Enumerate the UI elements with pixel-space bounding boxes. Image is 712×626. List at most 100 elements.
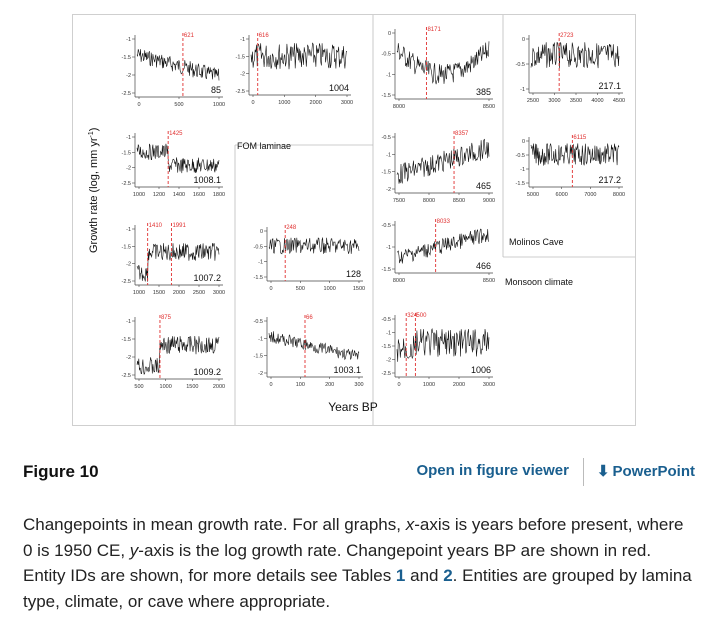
x-tick-label: 3000 bbox=[341, 100, 353, 106]
x-tick-label: 3000 bbox=[483, 382, 495, 388]
y-tick-label: 0 bbox=[522, 37, 525, 43]
entity-id-label: 465 bbox=[476, 181, 491, 191]
y-tick-label: -2.5 bbox=[122, 91, 131, 97]
figure-number: Figure 10 bbox=[23, 462, 99, 481]
y-tick-label: 0 bbox=[260, 229, 263, 235]
x-tick-label: 0 bbox=[269, 286, 272, 292]
x-tick-label: 5000 bbox=[527, 192, 539, 198]
x-tick-label: 1000 bbox=[133, 192, 145, 198]
changepoint-label: 875 bbox=[161, 315, 172, 321]
y-tick-label: -1 bbox=[258, 260, 263, 266]
x-tick-label: 2000 bbox=[453, 382, 465, 388]
x-tick-label: 0 bbox=[397, 382, 400, 388]
changepoint-label: 621 bbox=[184, 33, 195, 39]
y-tick-label: -1 bbox=[520, 87, 525, 93]
y-tick-label: -1 bbox=[386, 72, 391, 78]
x-tick-label: 1000 bbox=[160, 384, 172, 390]
y-tick-label: -1 bbox=[126, 37, 131, 43]
y-tick-label: 0 bbox=[522, 139, 525, 145]
growth-series-line bbox=[136, 49, 220, 81]
changepoint-label: 2723 bbox=[560, 33, 574, 39]
y-tick-label: -1.5 bbox=[122, 55, 131, 61]
x-tick-label: 1200 bbox=[153, 192, 165, 198]
y-tick-label: -0.5 bbox=[516, 62, 525, 68]
entity-id-label: 1004 bbox=[329, 83, 349, 93]
caption-part: and bbox=[405, 566, 444, 585]
y-tick-label: -2 bbox=[126, 355, 131, 361]
entity-id-label: 85 bbox=[211, 85, 221, 95]
changepoint-label: 1991 bbox=[172, 223, 186, 229]
growth-series-line bbox=[530, 143, 620, 166]
powerpoint-link[interactable]: ⬇ PowerPoint bbox=[597, 462, 695, 480]
changepoint-label: 324 bbox=[407, 313, 418, 319]
growth-series-line bbox=[136, 143, 220, 174]
growth-series-line bbox=[250, 42, 348, 70]
powerpoint-label: PowerPoint bbox=[612, 463, 695, 480]
entity-id-label: 1008.1 bbox=[193, 175, 221, 185]
growth-series-line bbox=[136, 243, 220, 282]
x-tick-label: 9000 bbox=[483, 198, 495, 204]
group-label-molinos: Molinos Cave bbox=[509, 237, 564, 247]
entity-id-label: 217.1 bbox=[598, 81, 621, 91]
x-tick-label: 2000 bbox=[310, 100, 322, 106]
x-tick-label: 1500 bbox=[153, 290, 165, 296]
changepoint-label: 8033 bbox=[437, 219, 451, 225]
table-2-link[interactable]: 2 bbox=[443, 566, 453, 585]
x-tick-label: 500 bbox=[296, 286, 305, 292]
x-tick-label: 8500 bbox=[483, 104, 495, 110]
growth-series-line bbox=[136, 335, 220, 375]
entity-id-label: 1006 bbox=[471, 365, 491, 375]
entity-id-label: 1003.1 bbox=[333, 365, 361, 375]
x-tick-label: 500 bbox=[134, 384, 143, 390]
x-tick-label: 2500 bbox=[193, 290, 205, 296]
y-tick-label: -1 bbox=[126, 227, 131, 233]
y-tick-label: -0.5 bbox=[382, 317, 391, 323]
growth-series-line bbox=[396, 138, 490, 184]
entity-id-label: 466 bbox=[476, 261, 491, 271]
y-tick-label: -1.5 bbox=[122, 150, 131, 156]
x-tick-label: 1000 bbox=[324, 286, 336, 292]
y-tick-label: -1 bbox=[258, 336, 263, 342]
open-figure-viewer-link[interactable]: Open in figure viewer bbox=[416, 462, 569, 479]
caption-part: -axis is years before present, where 0 i… bbox=[23, 515, 684, 560]
x-tick-label: 2500 bbox=[527, 98, 539, 104]
x-tick-label: 1400 bbox=[173, 192, 185, 198]
y-tick-label: -1.5 bbox=[382, 344, 391, 350]
changepoint-label: 8357 bbox=[455, 131, 469, 137]
figure-x-axis-label: Years BP bbox=[328, 400, 378, 414]
x-tick-label: 1600 bbox=[193, 192, 205, 198]
y-tick-label: -1 bbox=[386, 245, 391, 251]
changepoint-label: 8171 bbox=[427, 27, 441, 33]
x-tick-label: 0 bbox=[269, 382, 272, 388]
y-tick-label: -1.5 bbox=[236, 54, 245, 60]
x-tick-label: 3000 bbox=[548, 98, 560, 104]
y-tick-label: -1 bbox=[240, 37, 245, 43]
y-tick-label: -1 bbox=[126, 135, 131, 141]
x-tick-label: 3500 bbox=[570, 98, 582, 104]
figure-y-axis-label: Growth rate (log, mm yr-1) bbox=[88, 128, 100, 253]
group-label-fom: FOM laminae bbox=[237, 141, 291, 151]
y-tick-label: -2.5 bbox=[236, 89, 245, 95]
x-tick-label: 8000 bbox=[393, 104, 405, 110]
x-tick-label: 8500 bbox=[453, 198, 465, 204]
growth-series-line bbox=[396, 328, 490, 362]
entity-id-label: 217.2 bbox=[598, 175, 621, 185]
growth-series-line bbox=[396, 41, 490, 85]
table-1-link[interactable]: 1 bbox=[395, 566, 406, 585]
x-tick-label: 3000 bbox=[213, 290, 225, 296]
caption-part: Changepoints in mean growth rate. For al… bbox=[23, 515, 406, 534]
figure-image[interactable]: -1 -1.5 -2 -2.5 0 500 1000 621 85 -1 -1.5 -2 -2.5 0 10… bbox=[72, 14, 636, 426]
x-tick-label: 8500 bbox=[483, 278, 495, 284]
x-tick-label: 1000 bbox=[133, 290, 145, 296]
changepoint-label: 6115 bbox=[573, 135, 587, 141]
figure-caption-text: Changepoints in mean growth rate. For al… bbox=[23, 512, 695, 614]
x-tick-label: 1000 bbox=[423, 382, 435, 388]
x-tick-label: 0 bbox=[251, 100, 254, 106]
x-tick-label: 100 bbox=[296, 382, 305, 388]
y-tick-label: -0.5 bbox=[382, 52, 391, 58]
x-tick-label: 7500 bbox=[393, 198, 405, 204]
x-tick-label: 2000 bbox=[173, 290, 185, 296]
entity-id-label: 385 bbox=[476, 87, 491, 97]
y-tick-label: -2.5 bbox=[122, 279, 131, 285]
growth-series-line bbox=[396, 228, 490, 264]
